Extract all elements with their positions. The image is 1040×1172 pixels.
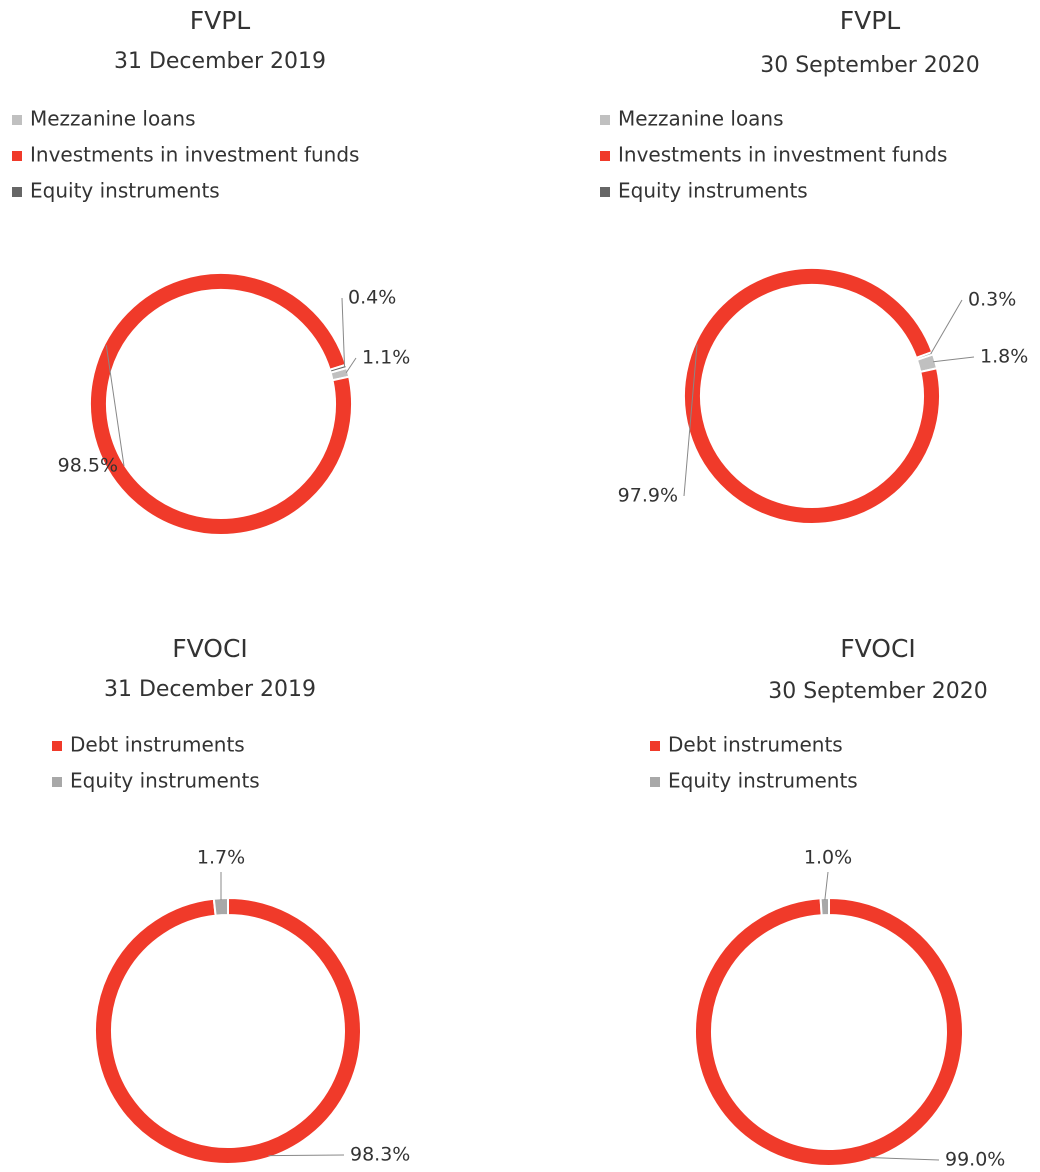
data-label: 1.8% bbox=[980, 346, 1028, 368]
legend-swatch bbox=[600, 115, 610, 125]
donut-slice bbox=[819, 896, 830, 917]
legend-swatch bbox=[12, 115, 22, 125]
leader-line bbox=[345, 357, 357, 374]
legend-swatch bbox=[600, 151, 610, 161]
leader-line bbox=[105, 344, 125, 467]
donut-slice bbox=[89, 272, 353, 536]
data-label: 1.7% bbox=[197, 847, 245, 869]
legend-label: Equity instruments bbox=[70, 769, 260, 793]
leader-line bbox=[341, 297, 346, 367]
legend-label: Debt instruments bbox=[668, 733, 843, 757]
data-label: 97.9% bbox=[618, 485, 678, 507]
chart-title: FVOCI bbox=[840, 634, 916, 663]
data-label: 99.0% bbox=[945, 1149, 1005, 1171]
donut-slice bbox=[94, 896, 362, 1165]
data-label: 1.1% bbox=[362, 347, 410, 369]
leader-line bbox=[930, 299, 963, 355]
chart-subtitle: 30 September 2020 bbox=[760, 53, 980, 78]
legend-label: Debt instruments bbox=[70, 733, 245, 757]
leader-line bbox=[824, 871, 829, 901]
donut-slice bbox=[328, 363, 349, 374]
chart-title: FVPL bbox=[190, 6, 251, 35]
legend-swatch bbox=[650, 741, 660, 751]
legend-swatch bbox=[52, 777, 62, 787]
chart-title: FVOCI bbox=[172, 634, 248, 663]
legend-swatch bbox=[12, 187, 22, 197]
legend-label: Mezzanine loans bbox=[618, 107, 784, 131]
chart-subtitle: 31 December 2019 bbox=[104, 677, 316, 702]
donut-slice bbox=[693, 896, 964, 1167]
data-label: 1.0% bbox=[804, 847, 852, 869]
legend-label: Equity instruments bbox=[668, 769, 858, 793]
legend-label: Equity instruments bbox=[30, 179, 220, 203]
donut-slice bbox=[212, 896, 229, 917]
legend-swatch bbox=[650, 777, 660, 787]
donut-slice bbox=[683, 267, 941, 525]
leader-line bbox=[933, 356, 975, 363]
legend-swatch bbox=[12, 151, 22, 161]
legend-label: Investments in investment funds bbox=[30, 143, 359, 167]
data-label: 98.3% bbox=[350, 1144, 410, 1166]
donut-slice bbox=[914, 350, 935, 362]
legend-label: Equity instruments bbox=[618, 179, 808, 203]
leader-line bbox=[869, 1157, 940, 1161]
legend-swatch bbox=[600, 187, 610, 197]
chart-title: FVPL bbox=[840, 6, 901, 35]
leader-line bbox=[268, 1154, 345, 1157]
data-label: 98.5% bbox=[58, 455, 118, 477]
data-label: 0.3% bbox=[968, 289, 1016, 311]
leader-line bbox=[683, 344, 698, 497]
legend-label: Mezzanine loans bbox=[30, 107, 196, 131]
legend-swatch bbox=[52, 741, 62, 751]
chart-subtitle: 31 December 2019 bbox=[114, 49, 326, 74]
legend-label: Investments in investment funds bbox=[618, 143, 947, 167]
data-label: 0.4% bbox=[348, 287, 396, 309]
chart-subtitle: 30 September 2020 bbox=[768, 679, 988, 704]
